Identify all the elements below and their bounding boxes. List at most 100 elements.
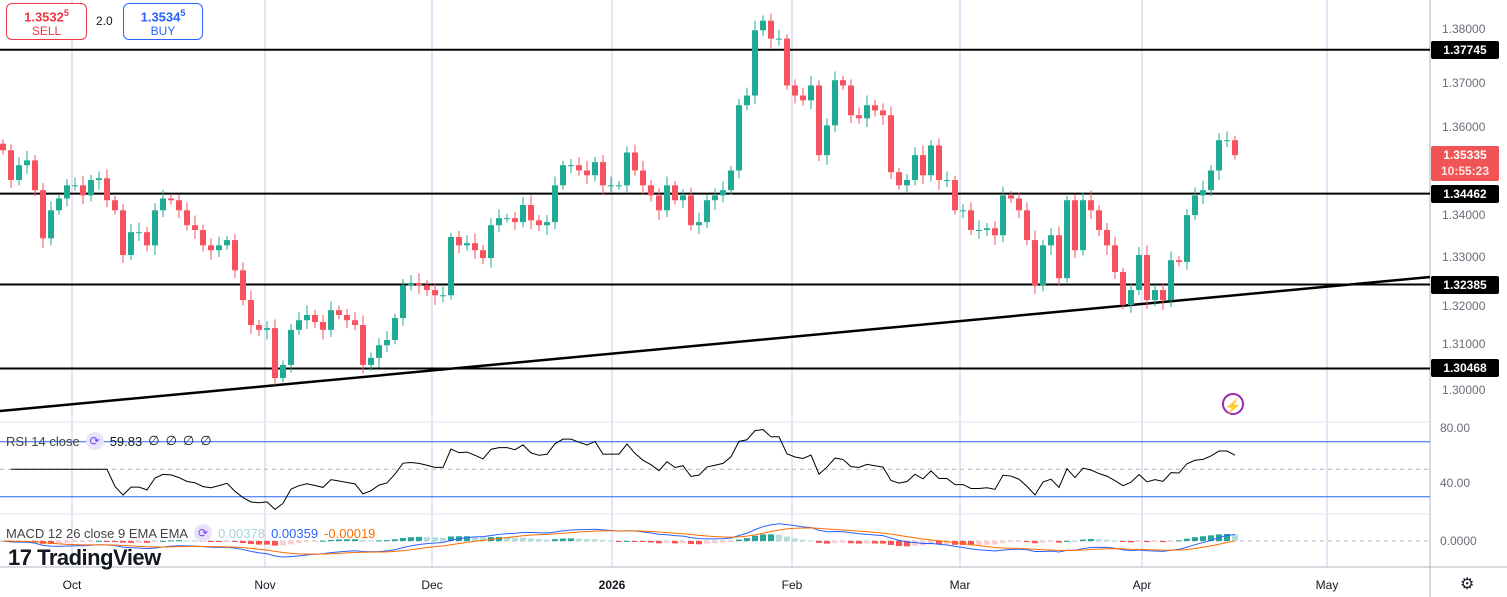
candle-body <box>864 105 870 119</box>
macd-histogram-bar <box>584 539 590 541</box>
candle-body <box>328 310 334 330</box>
rsi-legend[interactable]: RSI 14 close ⟳ 59.83 ∅ ∅ ∅ ∅ <box>6 432 212 450</box>
candle-body <box>1200 190 1206 196</box>
candle-body <box>808 85 814 101</box>
macd-histogram-bar <box>176 540 182 542</box>
candle-body <box>448 237 454 296</box>
candle-body <box>192 225 198 231</box>
macd-histogram-bar <box>752 535 758 541</box>
candle-body <box>904 180 910 186</box>
candle-body <box>336 310 342 315</box>
candle-body <box>896 172 902 186</box>
level-tag: 1.37745 <box>1431 41 1499 59</box>
macd-histogram-bar <box>48 541 54 544</box>
candle-body <box>144 232 150 246</box>
candle-body <box>1080 200 1086 251</box>
price-axis-label: 1.32000 <box>1442 299 1486 313</box>
gear-icon[interactable]: ⚙ <box>1460 576 1475 593</box>
candle-body <box>560 165 566 186</box>
macd-histogram-bar <box>384 540 390 542</box>
sell-button[interactable]: 1.35325 SELL <box>6 3 87 40</box>
bar-countdown: 10:55:23 <box>1440 164 1490 178</box>
macd-histogram-bar <box>1144 541 1150 543</box>
candle-body <box>1176 260 1182 262</box>
refresh-icon[interactable]: ⟳ <box>194 524 213 542</box>
macd-histogram-bar <box>448 536 454 541</box>
macd-histogram-bar <box>1064 540 1070 542</box>
macd-histogram-bar <box>400 538 406 541</box>
candle-body <box>768 20 774 39</box>
rsi-line <box>11 429 1236 511</box>
candle-body <box>240 270 246 301</box>
macd-histogram-bar <box>1208 535 1214 541</box>
level-tag: 1.34462 <box>1431 185 1499 203</box>
macd-histogram-bar <box>736 539 742 541</box>
macd-histogram-bar <box>672 541 678 544</box>
candle-body <box>472 243 478 251</box>
macd-histogram-bar <box>496 537 502 541</box>
candle-body <box>56 198 62 211</box>
candle-body <box>608 185 614 187</box>
macd-histogram-bar <box>888 541 894 545</box>
macd-histogram-bar <box>360 540 366 542</box>
macd-histogram-bar <box>160 540 166 542</box>
candle-body <box>1072 200 1078 251</box>
macd-histogram-bar <box>640 541 646 542</box>
candle-body <box>40 190 46 239</box>
time-axis-label: May <box>1315 578 1339 592</box>
buy-price-pip: 5 <box>180 8 186 18</box>
candle-body <box>256 325 262 330</box>
time-axis-label: Dec <box>421 578 443 592</box>
candle-body <box>48 210 54 239</box>
candle-body <box>848 85 854 116</box>
candle-body <box>584 170 590 176</box>
macd-label: MACD 12 26 close 9 EMA EMA <box>6 525 189 541</box>
candle-body <box>480 250 486 259</box>
macd-histogram-bar <box>1128 541 1134 543</box>
macd-histogram-bar <box>320 540 326 542</box>
candle-body <box>688 195 694 226</box>
candle-body <box>528 205 534 221</box>
macd-histogram-bar <box>288 541 294 545</box>
rsi-extra: ∅ <box>200 433 212 448</box>
candle-body <box>696 222 702 226</box>
candle-body <box>392 318 398 340</box>
macd-histogram-bar <box>536 539 542 541</box>
candle-body <box>952 180 958 211</box>
candle-body <box>624 152 630 186</box>
macd-histogram-bar <box>352 539 358 541</box>
candle-body <box>1128 290 1134 305</box>
candle-body <box>176 200 182 211</box>
candle-body <box>600 162 606 186</box>
macd-histogram-bar <box>344 539 350 541</box>
macd-histogram-bar <box>864 541 870 544</box>
rsi-axis-label: 40.00 <box>1440 476 1471 490</box>
macd-histogram-bar <box>264 541 270 545</box>
candle-body <box>520 205 526 223</box>
price-axis-label: 1.34000 <box>1442 208 1486 222</box>
macd-histogram-bar <box>992 541 998 545</box>
macd-histogram-bar <box>168 540 174 542</box>
lightning-icon[interactable]: ⚡ <box>1222 393 1244 415</box>
macd-histogram-bar <box>216 541 222 542</box>
macd-histogram-bar <box>480 537 486 541</box>
candle-body <box>736 105 742 171</box>
macd-histogram-bar <box>440 537 446 541</box>
refresh-icon[interactable]: ⟳ <box>85 432 104 450</box>
candle-body <box>1144 254 1150 301</box>
candle-body <box>800 95 806 101</box>
candle-body <box>744 95 750 106</box>
macd-legend[interactable]: MACD 12 26 close 9 EMA EMA ⟳ 0.00378 0.0… <box>6 524 375 542</box>
candle-body <box>1136 254 1142 291</box>
macd-histogram-bar <box>1160 541 1166 543</box>
macd-histogram-bar <box>840 541 846 543</box>
candle-body <box>888 115 894 173</box>
buy-button[interactable]: 1.35345 BUY <box>123 3 203 40</box>
macd-histogram-bar <box>576 538 582 541</box>
candle-body <box>576 165 582 171</box>
price-axis-label: 1.33000 <box>1442 250 1486 264</box>
macd-histogram-bar <box>1136 541 1142 542</box>
macd-histogram-bar <box>72 541 78 543</box>
candle-body <box>712 195 718 201</box>
